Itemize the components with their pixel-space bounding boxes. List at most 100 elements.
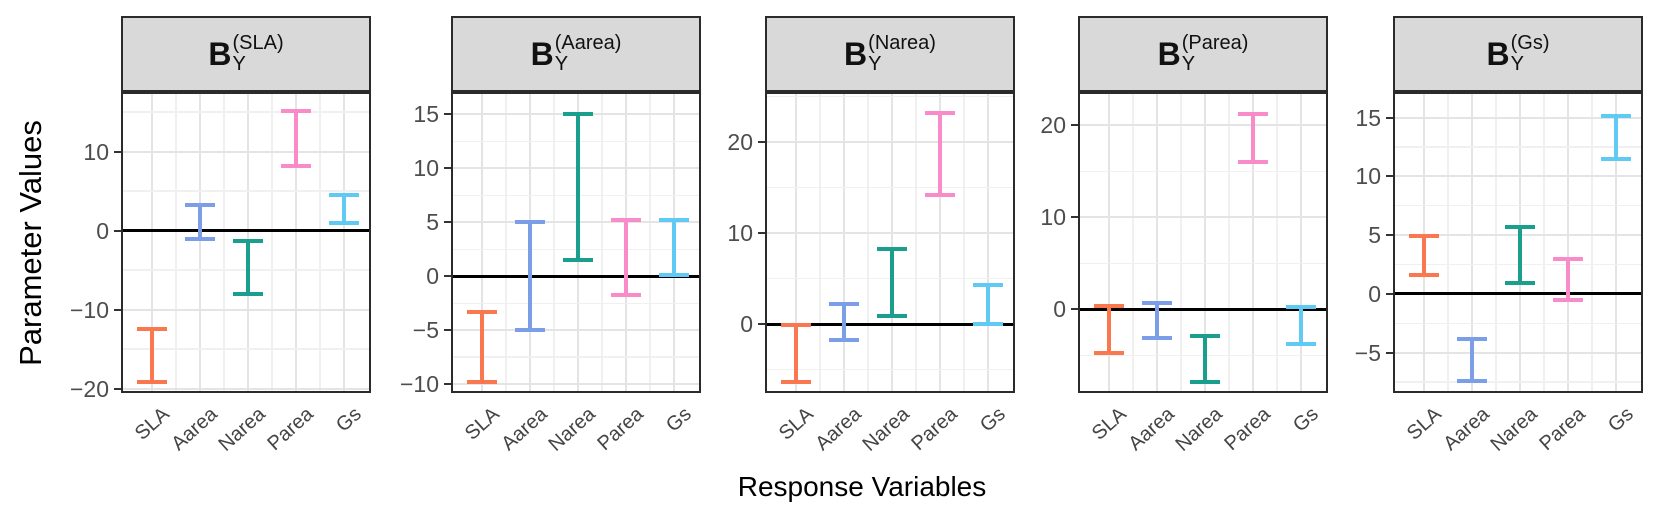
gridline-minor xyxy=(1395,146,1641,148)
y-tick-label: 5 xyxy=(1368,222,1381,249)
gridline-minor xyxy=(1180,94,1182,391)
error-bar-cap-upper xyxy=(925,111,955,116)
y-tick-label: 10 xyxy=(413,155,439,182)
facet-title-superscript: (Gs) xyxy=(1510,32,1550,54)
zero-reference-line xyxy=(123,229,369,233)
error-bar-cap-lower xyxy=(1093,350,1124,355)
error-bar-cap-upper xyxy=(877,246,907,251)
facet-title-base: B xyxy=(530,36,554,72)
facet-strip: B (Aarea) Y xyxy=(451,16,701,92)
error-bar-cap-upper xyxy=(466,309,497,314)
error-bar-stem xyxy=(1251,114,1255,163)
error-bar-cap-lower xyxy=(281,163,311,168)
x-tick-label: Gs xyxy=(1604,403,1638,437)
facet-title-subscript: Y xyxy=(1510,53,1524,75)
error-bar-stem xyxy=(793,324,798,383)
gridline-major xyxy=(1107,94,1110,391)
gridline-major xyxy=(794,94,797,391)
facet-panel-narea: B (Narea) Y 0 10 20 SLA Aarea Narea Parea Gs xyxy=(727,16,1015,456)
gridline-major xyxy=(1615,94,1618,391)
gridline-major xyxy=(891,94,893,391)
y-tick-label: −5 xyxy=(1354,339,1381,366)
gridline-major xyxy=(453,329,699,332)
x-tick-label: Narea xyxy=(858,403,914,456)
y-tick-label: −5 xyxy=(412,317,439,344)
error-bar-cap-upper xyxy=(136,327,167,332)
gridline-minor xyxy=(1395,204,1641,207)
zero-reference-line xyxy=(1080,307,1326,311)
error-bar-cap-upper xyxy=(329,193,360,198)
facet-title: B (SLA) Y xyxy=(208,33,283,75)
facet-title-superscript: (Parea) xyxy=(1181,32,1249,54)
plot-area: −20 −10 0 10 xyxy=(70,92,371,400)
facet-title-base: B xyxy=(208,36,232,72)
y-axis-tick xyxy=(444,329,451,332)
y-tick-label: 10 xyxy=(83,138,109,165)
gridline-minor xyxy=(1395,381,1641,383)
error-bar-cap-lower xyxy=(877,313,907,318)
y-axis-tick xyxy=(114,308,121,311)
gridline-major xyxy=(767,232,1013,235)
y-tick-label: 0 xyxy=(426,263,439,290)
error-bar-cap-lower xyxy=(1142,335,1172,340)
x-tick-label: Gs xyxy=(976,403,1010,437)
y-tick-label: −20 xyxy=(69,375,109,402)
gridline-major xyxy=(1471,94,1473,391)
gridline-minor xyxy=(1228,94,1230,391)
error-bar-cap-lower xyxy=(973,322,1004,327)
facet-strip: B (SLA) Y xyxy=(121,16,371,92)
facet-title-scripts: (SLA) Y xyxy=(232,33,283,75)
error-bar-stem xyxy=(890,248,894,316)
zero-reference-line xyxy=(453,274,699,278)
y-tick-label: −10 xyxy=(399,371,439,398)
y-tick-label: −10 xyxy=(69,296,109,323)
error-bar-cap-lower xyxy=(1505,281,1535,286)
error-bar-stem xyxy=(1155,302,1159,338)
facet-title-subscript: Y xyxy=(868,53,882,75)
x-tick-label: Parea xyxy=(1535,403,1590,456)
error-bar-cap-lower xyxy=(1286,342,1317,347)
y-tick-label: 15 xyxy=(413,101,439,128)
error-bar-cap-lower xyxy=(466,380,497,385)
x-tick-label: Narea xyxy=(544,403,600,456)
x-tick-label: Narea xyxy=(1171,403,1227,456)
error-bar-cap-lower xyxy=(1190,380,1220,385)
gridline-major xyxy=(1080,216,1326,219)
error-bar-stem xyxy=(1470,338,1474,381)
gridline-major xyxy=(1156,94,1158,391)
error-bar-cap-lower xyxy=(515,328,545,333)
y-tick-label: 5 xyxy=(426,209,439,236)
error-bar-cap-upper xyxy=(973,282,1004,287)
gridline-minor xyxy=(1080,170,1326,173)
error-bar-cap-upper xyxy=(1505,224,1535,229)
facet-panel-parea: B (Parea) Y 0 10 20 SLA Aarea Narea Parea Gs xyxy=(1040,16,1328,456)
y-tick-label: 10 xyxy=(1040,204,1066,231)
error-bar-stem xyxy=(1518,226,1522,284)
facet-title-base: B xyxy=(844,36,868,72)
y-axis-tick xyxy=(444,383,451,386)
gridline-minor xyxy=(1543,94,1545,391)
gridline-major xyxy=(1300,94,1303,391)
y-axis-tick xyxy=(1386,175,1393,178)
x-tick-label: Gs xyxy=(1289,403,1323,437)
error-bar-cap-upper xyxy=(1408,234,1439,239)
gridline-minor xyxy=(553,94,555,391)
facet-title-scripts: (Gs) Y xyxy=(1511,33,1550,75)
gridline-minor xyxy=(819,94,821,391)
y-axis-tick xyxy=(1071,124,1078,127)
gridline-minor xyxy=(649,94,651,391)
gridline-minor xyxy=(1495,94,1497,391)
facet-title-superscript: (Narea) xyxy=(868,32,936,54)
error-bar-stem xyxy=(1421,236,1426,276)
y-axis-tick xyxy=(758,323,765,326)
y-tick-label: 10 xyxy=(1355,163,1381,190)
y-tick-label: 10 xyxy=(727,220,753,247)
error-bar-stem xyxy=(1299,306,1304,345)
gridline-major xyxy=(987,94,990,391)
gridline-minor xyxy=(1080,262,1326,265)
gridline-minor xyxy=(271,94,273,391)
gridline-minor xyxy=(767,368,1013,371)
facet-title-subscript: Y xyxy=(1181,53,1196,75)
x-tick-label: Aarea xyxy=(811,403,866,456)
gridline-minor xyxy=(319,94,321,391)
